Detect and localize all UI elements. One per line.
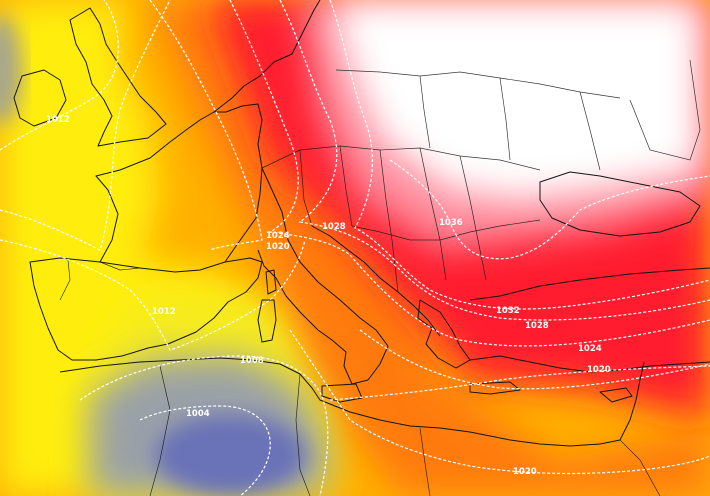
coast-uk [69, 7, 167, 147]
coast-sicily [321, 383, 363, 403]
isobar-label-1024-east: 1024 [578, 344, 602, 354]
coast-black-sea [539, 171, 701, 237]
isobar-1016-west [0, 0, 171, 251]
isobar-1016-south [289, 329, 710, 475]
coast-italy [257, 167, 389, 385]
isobar-label-1032: 1032 [496, 306, 520, 316]
border-1 [261, 145, 541, 171]
isobar-1020-east [329, 365, 710, 401]
border-15 [149, 365, 171, 496]
border-13 [99, 261, 141, 271]
border-17 [419, 427, 431, 496]
isobar-1036 [389, 159, 710, 260]
isobar-1012-south [0, 239, 306, 351]
border-3 [339, 145, 353, 227]
border-6 [459, 155, 487, 281]
isobar-label-1008: 1008 [240, 356, 264, 366]
border-4 [379, 149, 399, 293]
isobar-label-1020-west: 1020 [266, 242, 290, 252]
coast-greece [417, 299, 471, 369]
isobar-label-1036: 1036 [439, 218, 463, 228]
field-low-core [155, 415, 305, 495]
coast-adriatic-east [311, 225, 441, 337]
border-2 [299, 149, 313, 227]
coast-cyprus [599, 387, 633, 403]
border-11 [579, 91, 601, 171]
border-5 [419, 147, 447, 281]
isobar-label-1028-east: 1028 [525, 321, 549, 331]
isobar-1020-west [149, 0, 263, 251]
border-8 [335, 69, 621, 99]
coast-corsica [265, 269, 277, 295]
coast-north-africa [59, 357, 621, 447]
isobar-1028 [279, 0, 710, 321]
isobar-1024-south [359, 329, 710, 390]
coast-sardinia [257, 299, 277, 343]
isobar-label-1020-east: 1020 [587, 365, 611, 375]
isobar-1004 [139, 405, 271, 496]
coast-levant [619, 361, 645, 441]
coast-turkey [469, 267, 710, 301]
border-18 [619, 439, 661, 496]
national-borders [59, 59, 701, 496]
field-high-core [330, 0, 700, 200]
border-7 [351, 219, 541, 241]
isobar-label-1024-west: 1024 [266, 231, 290, 241]
coast-france [95, 103, 263, 263]
isobar-1032 [329, 0, 710, 310]
isobar-label-1004: 1004 [186, 409, 210, 419]
border-12 [629, 59, 701, 161]
border-14 [59, 259, 71, 301]
isobar-label-1012-south: 1012 [152, 307, 176, 317]
coast-ireland [13, 69, 67, 127]
coastlines [13, 0, 710, 447]
isobar-1008 [79, 355, 329, 496]
isobar-label-1012-north: 1012 [46, 115, 70, 125]
border-16 [295, 373, 311, 496]
isobar-1024 [229, 0, 710, 347]
coast-northsea [213, 0, 321, 113]
border-9 [419, 75, 431, 149]
isobar-label-1028-adriatic: 1028 [322, 222, 346, 232]
isobar-labels: 1012 1024 1020 1028 1036 1012 1032 1028 … [46, 115, 611, 477]
border-10 [499, 77, 511, 161]
isobar-label-1020-south: 1020 [513, 467, 537, 477]
coast-crete [469, 381, 521, 395]
coast-iberia [29, 257, 263, 361]
field-nw-grey [0, 15, 22, 125]
